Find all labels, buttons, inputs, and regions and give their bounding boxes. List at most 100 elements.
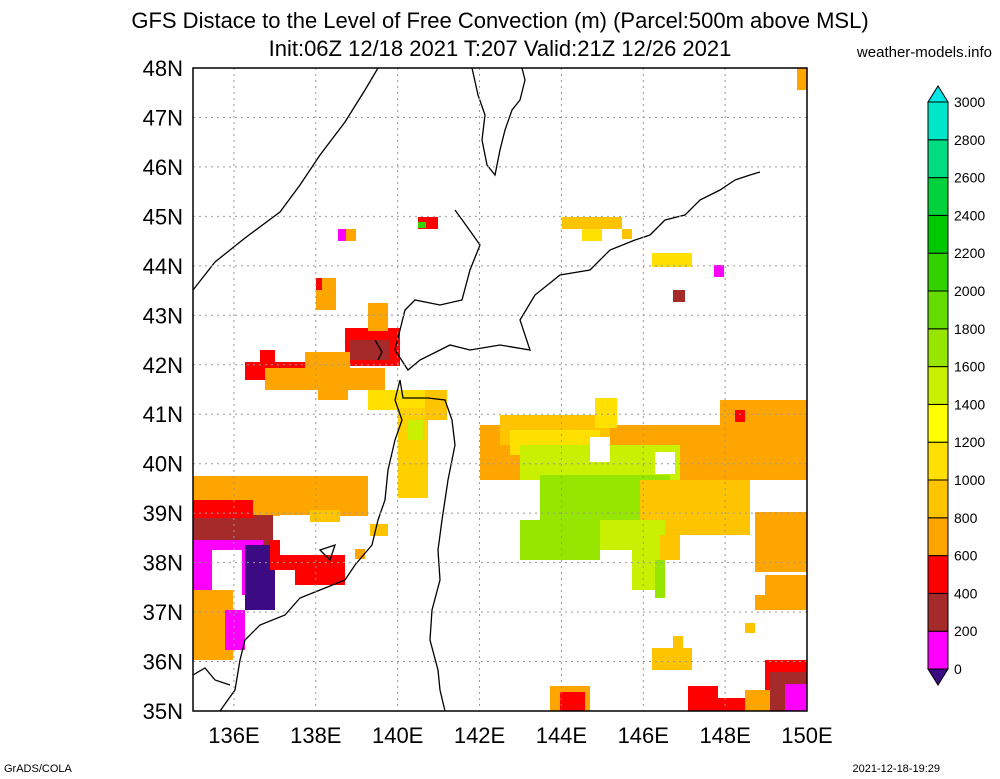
colorbar-band <box>927 290 949 330</box>
colorbar-band <box>927 555 949 594</box>
colorbar-label: 2400 <box>954 207 985 223</box>
field-patch <box>560 692 585 711</box>
field-patch <box>318 385 348 400</box>
field-patch <box>520 520 600 560</box>
lon-tick-label: 138E <box>290 723 341 748</box>
lat-tick-label: 35N <box>143 699 183 724</box>
coastline-west-tip <box>193 667 231 686</box>
field-patch <box>408 420 423 440</box>
colorbar: 0 200 400 600 800 1000 1200 1400 1600 1800 2000 220… <box>927 85 985 686</box>
colorbar-label: 600 <box>954 548 978 564</box>
lat-tick-label: 36N <box>143 650 183 675</box>
field-patch <box>350 340 390 360</box>
colorbar-label: 800 <box>954 510 978 526</box>
colorbar-band <box>927 252 949 292</box>
lon-tick-label: 148E <box>699 723 750 748</box>
field-patch <box>652 253 692 267</box>
field-patch <box>316 278 322 290</box>
colorbar-band <box>927 479 949 519</box>
field-patch <box>660 535 680 560</box>
lon-tick-label: 144E <box>536 723 587 748</box>
island-okushiri <box>374 339 383 361</box>
colorbar-band <box>927 403 949 443</box>
colorbar-band <box>927 630 949 670</box>
colorbar-cap-high <box>927 85 949 103</box>
colorbar-band <box>927 177 949 216</box>
coastline-asia <box>193 68 379 291</box>
lat-tick-label: 43N <box>143 303 183 328</box>
lat-tick-label: 48N <box>143 56 183 81</box>
lat-tick-label: 40N <box>143 452 183 477</box>
field-patch <box>305 352 350 372</box>
grid-lines <box>193 68 807 711</box>
coastline-honshu-east <box>399 379 456 711</box>
colorbar-band <box>927 139 949 179</box>
colorbar-cap-low <box>927 668 949 686</box>
field-patch <box>418 222 426 228</box>
field-patch <box>720 400 807 435</box>
colorbar-label: 1600 <box>954 359 985 375</box>
lat-tick-label: 45N <box>143 204 183 229</box>
field-patch <box>688 686 718 711</box>
field-patch <box>714 265 724 277</box>
coastline-kuril <box>734 171 761 181</box>
colorbar-label: 0 <box>954 661 962 677</box>
field-patch <box>355 549 365 559</box>
latitude-axis: 35N 36N 37N 38N 39N 40N 41N 42N 43N 44N 45N 46N 47N 4… <box>143 56 183 724</box>
field-patch <box>562 217 622 229</box>
field-patch <box>425 390 447 420</box>
lat-tick-label: 39N <box>143 501 183 526</box>
colorbar-band <box>927 441 949 481</box>
field-patch <box>622 229 632 239</box>
field-patch <box>310 510 340 522</box>
lon-tick-label: 146E <box>618 723 669 748</box>
field-patch <box>673 290 685 302</box>
field-patch <box>745 690 770 711</box>
colorbar-label: 1000 <box>954 472 985 488</box>
field-patch <box>797 68 807 90</box>
colorbar-label: 200 <box>954 623 978 639</box>
colorbar-label: 1200 <box>954 434 985 450</box>
colorbar-label: 2800 <box>954 132 985 148</box>
field-patch <box>225 610 245 650</box>
field-patch <box>595 398 617 428</box>
colorbar-label: 400 <box>954 585 978 601</box>
field-patch <box>370 524 388 536</box>
coastline-sakhalin <box>471 68 526 177</box>
footer-right: 2021-12-18-19:29 <box>852 763 940 775</box>
field-patch <box>582 229 602 241</box>
colorbar-band <box>927 328 949 368</box>
colorbar-band <box>927 517 949 557</box>
field-patch <box>755 512 807 572</box>
field-gap <box>590 437 610 462</box>
colorbar-label: 2000 <box>954 283 985 299</box>
colorbar-label: 3000 <box>954 94 985 110</box>
brand-label: weather-models.info <box>856 44 992 61</box>
lon-tick-label: 136E <box>208 723 259 748</box>
colorbar-label: 1800 <box>954 321 985 337</box>
lat-tick-label: 44N <box>143 254 183 279</box>
colorbar-band <box>927 214 949 254</box>
colorbar-label: 2600 <box>954 170 985 186</box>
field-patch <box>652 648 692 670</box>
field-patch <box>295 555 345 585</box>
field-patch <box>655 560 665 598</box>
field-gap <box>655 452 675 474</box>
colorbar-label: 1400 <box>954 396 985 412</box>
lon-tick-label: 140E <box>372 723 423 748</box>
field-patch <box>368 303 388 331</box>
lon-tick-label: 142E <box>454 723 505 748</box>
lat-tick-label: 46N <box>143 155 183 180</box>
coastline-layer <box>193 68 761 711</box>
field-patch <box>265 368 385 390</box>
colorbar-band <box>927 101 949 141</box>
lat-tick-label: 41N <box>143 402 183 427</box>
coastline-hokkaido <box>394 179 736 371</box>
field-patch <box>745 623 755 633</box>
lat-tick-label: 42N <box>143 353 183 378</box>
field-patch <box>755 595 775 610</box>
lat-tick-label: 47N <box>143 105 183 130</box>
lon-tick-label: 150E <box>781 723 832 748</box>
colorbar-label: 2200 <box>954 245 985 261</box>
footer-left: GrADS/COLA <box>4 763 72 775</box>
